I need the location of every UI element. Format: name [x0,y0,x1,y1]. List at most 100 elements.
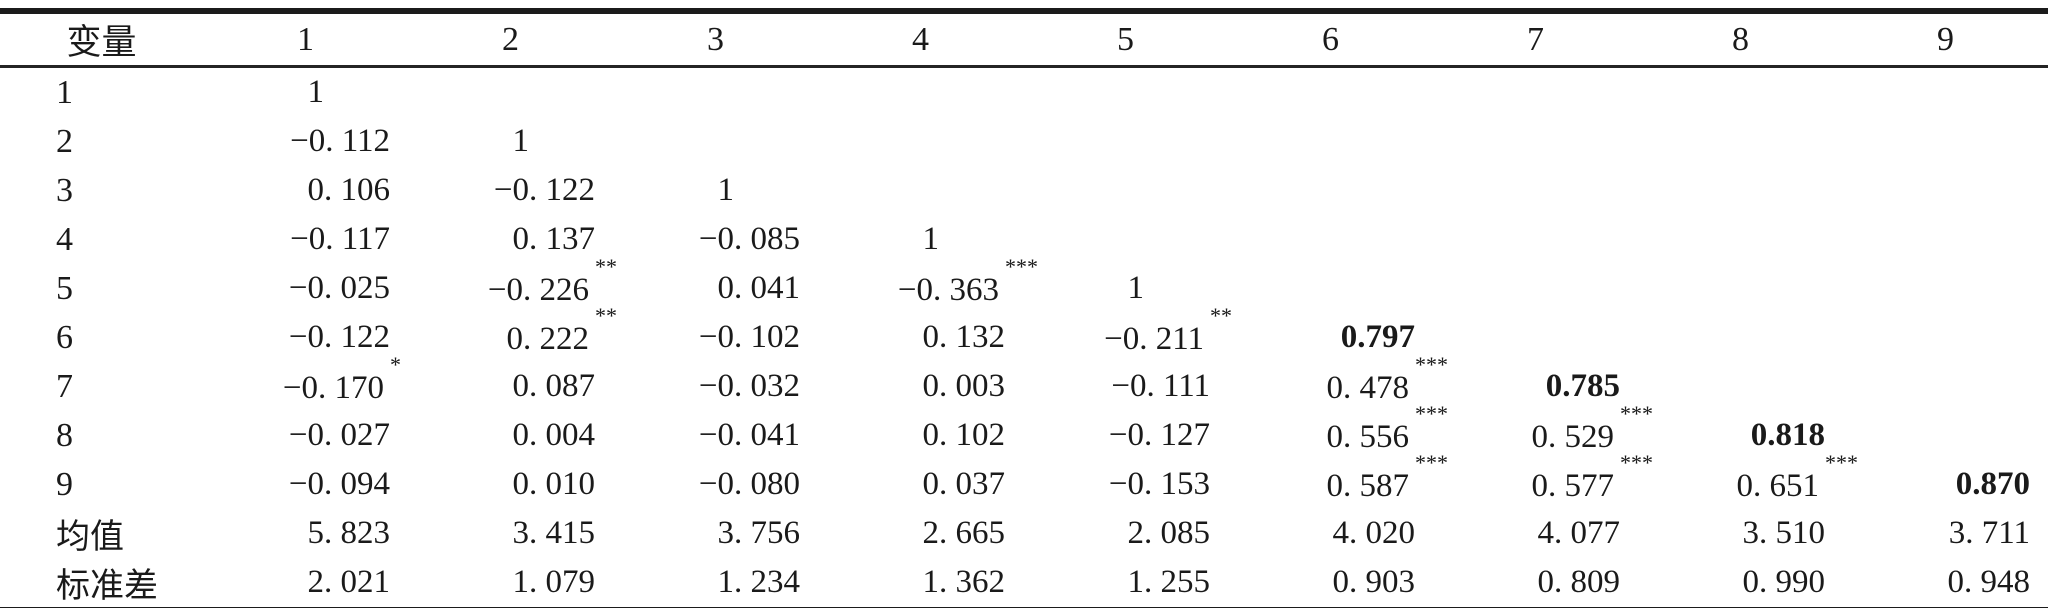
correlation-value: 4. 077 [1537,515,1621,551]
correlation-value: 0. 037 [922,466,1006,502]
empty-cell [1638,166,1843,215]
empty-cell [1843,264,2048,313]
correlation-value: 3. 415 [512,515,596,551]
empty-cell [1433,117,1638,166]
empty-cell [613,67,818,118]
correlation-value: −0. 226 [487,272,589,308]
header-cell-variable: 变量 [66,23,137,62]
correlation-value: 0. 587 [1326,468,1410,504]
correlation-value: 0. 010 [512,466,596,502]
value-cell: 1. 362 [818,558,1023,608]
empty-cell [1228,67,1433,118]
value-cell: 1 [613,166,818,215]
row-label: 7 [56,367,73,405]
correlation-value: 0. 106 [307,172,391,208]
value-cell: −0. 085 [613,215,818,264]
empty-cell [818,166,1023,215]
value-cell: 4. 020 [1228,509,1433,558]
empty-cell [1228,215,1433,264]
correlation-value: 0.870 [1955,466,2030,502]
correlation-value: 1 [1127,270,1145,306]
empty-cell [1843,215,2048,264]
value-cell: −0. 041 [613,411,818,460]
empty-cell [1843,67,2048,118]
table-row: 2 −0. 112 1 [0,117,2048,166]
empty-cell [1638,215,1843,264]
table-row: 6 −0. 122 0. 222** −0. 102 0. 132 −0. 211** 0.… [0,303,2048,362]
empty-cell [1433,67,1638,118]
correlation-value: −0. 085 [698,221,800,257]
correlation-value: 4. 020 [1332,515,1416,551]
row-label: 均值 [56,519,124,556]
value-cell: 0. 587*** [1326,450,1449,504]
value-cell: 4. 077 [1433,509,1638,558]
correlation-value: 0.797 [1340,319,1415,355]
value-cell: 3. 415 [408,509,613,558]
correlation-value: −0. 112 [290,123,390,159]
header-cell: 4 [912,20,929,58]
empty-cell [1638,362,1843,411]
correlation-value: 0. 137 [512,221,596,257]
empty-cell [1843,166,2048,215]
table-body: 1 1 2 −0. 112 1 3 0. 106 −0. 122 1 4 −0. 117 0. 137… [0,67,2048,608]
correlation-table: 变量 1 2 3 4 5 6 7 8 9 1 1 2 −0. 112 1 3 0. 106 −0. 122 1 4−… [0,8,2048,608]
correlation-value: 2. 021 [307,564,391,600]
value-cell: 0.818 [1638,411,1843,460]
correlation-value: 0. 809 [1537,564,1621,600]
empty-cell [1638,264,1843,313]
header-row: 变量 1 2 3 4 5 6 7 8 9 [0,11,2048,67]
empty-cell [1433,264,1638,313]
table-row: 标准差 2. 021 1. 079 1. 234 1. 362 1. 255 0. 903 0… [0,558,2048,608]
empty-cell [1433,166,1638,215]
value-cell: −0. 122 [203,313,408,362]
correlation-value: 0.818 [1750,417,1825,453]
correlation-value: 0. 556 [1326,419,1410,455]
table-row: 9 −0. 094 0. 010 −0. 080 0. 037 −0. 153 0. 587… [0,450,2048,509]
header-cell: 7 [1527,20,1544,58]
correlation-value: 0. 222 [506,321,590,357]
value-cell: 0.870 [1843,460,2048,509]
correlation-value: 0. 990 [1742,564,1826,600]
correlation-value: −0. 122 [288,319,390,355]
correlation-value: −0. 094 [288,466,390,502]
correlation-value: 0. 948 [1947,564,2031,600]
correlation-value: −0. 027 [288,417,390,453]
correlation-value: −0. 080 [698,466,800,502]
empty-cell [408,67,613,118]
value-cell: 0. 903 [1228,558,1433,608]
correlation-value: −0. 025 [288,270,390,306]
correlation-value: 1 [717,172,735,208]
empty-cell [1843,362,2048,411]
correlation-value: −0. 153 [1108,466,1210,502]
table-row: 8 −0. 027 0. 004 −0. 041 0. 102 −0. 127 0. 556… [0,401,2048,460]
correlation-value: 0. 478 [1326,370,1410,406]
header-cell: 5 [1117,20,1134,58]
empty-cell [1228,117,1433,166]
header-cell: 3 [707,20,724,58]
value-cell: 1. 234 [613,558,818,608]
correlation-value: 1. 255 [1127,564,1211,600]
value-cell: 2. 085 [1023,509,1228,558]
value-cell: 0.785 [1433,362,1638,411]
value-cell: 0. 106 [203,166,408,215]
correlation-value: 3. 510 [1742,515,1826,551]
value-cell: 3. 711 [1843,509,2048,558]
value-cell: 0. 222** [506,303,618,357]
correlation-value: −0. 170 [282,370,384,406]
header-cell: 1 [297,20,314,58]
correlation-value: 5. 823 [307,515,391,551]
value-cell: −0. 127 [1023,411,1228,460]
value-cell: 1 [408,117,613,166]
value-cell: −0. 170* [282,352,401,406]
empty-cell [1023,117,1228,166]
value-cell: 0. 948 [1843,558,2048,608]
empty-cell [1638,313,1843,362]
empty-cell [1433,313,1638,362]
table-row: 7 −0. 170* 0. 087 −0. 032 0. 003 −0. 111 0. 47… [0,352,2048,411]
value-cell: 0. 556*** [1326,401,1449,455]
value-cell: −0. 027 [203,411,408,460]
row-label: 3 [56,171,73,209]
value-cell: 0. 577*** [1531,450,1654,504]
correlation-value: 1. 362 [922,564,1006,600]
value-cell: −0. 211** [1104,303,1232,357]
